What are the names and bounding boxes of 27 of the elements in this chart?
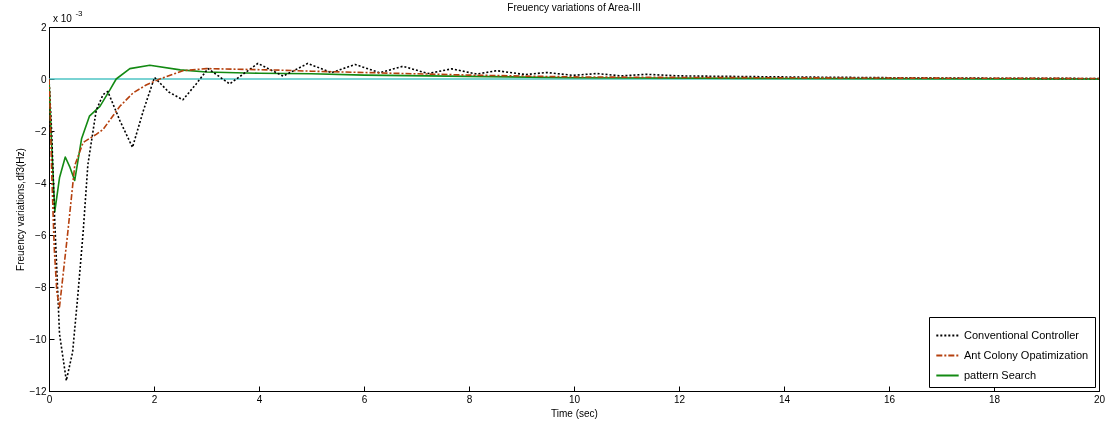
line-series	[49, 67, 1099, 308]
x-tick-label: 2	[151, 393, 158, 405]
legend-label: Conventional Controller	[964, 328, 1080, 341]
line-series	[49, 64, 1099, 213]
y-axis-title: Freuency variations,df3(Hz)	[14, 148, 26, 271]
x-tick-label: 18	[988, 393, 1001, 405]
y-tick-label: −6	[35, 229, 47, 241]
chart-title: Freuency variations of Area-III	[507, 2, 641, 13]
text: x 10-3	[53, 9, 84, 24]
y-tick-label: 0	[40, 73, 47, 85]
y-tick-label: 2	[40, 21, 47, 33]
legend-label: pattern Search	[964, 368, 1037, 381]
y-tick-label: −8	[35, 281, 47, 293]
x-tick-label: 14	[778, 393, 791, 405]
x-tick-label: 4	[256, 393, 263, 405]
x-tick-label: 6	[361, 393, 368, 405]
x-tick-label: 16	[883, 393, 896, 405]
y-tick-label: −12	[29, 385, 47, 397]
x-tick-label: 20	[1093, 393, 1105, 405]
x-tick-label: 12	[673, 393, 686, 405]
y-tick-label: −4	[35, 177, 47, 189]
x-tick-label: 10	[568, 393, 581, 405]
legend-label: Ant Colony Opatimization	[964, 348, 1089, 361]
y-tick-label: −2	[35, 125, 47, 137]
x-tick-label: 8	[466, 393, 473, 405]
y-tick-label: −10	[29, 333, 47, 345]
x-axis-title: Time (sec)	[551, 407, 598, 419]
